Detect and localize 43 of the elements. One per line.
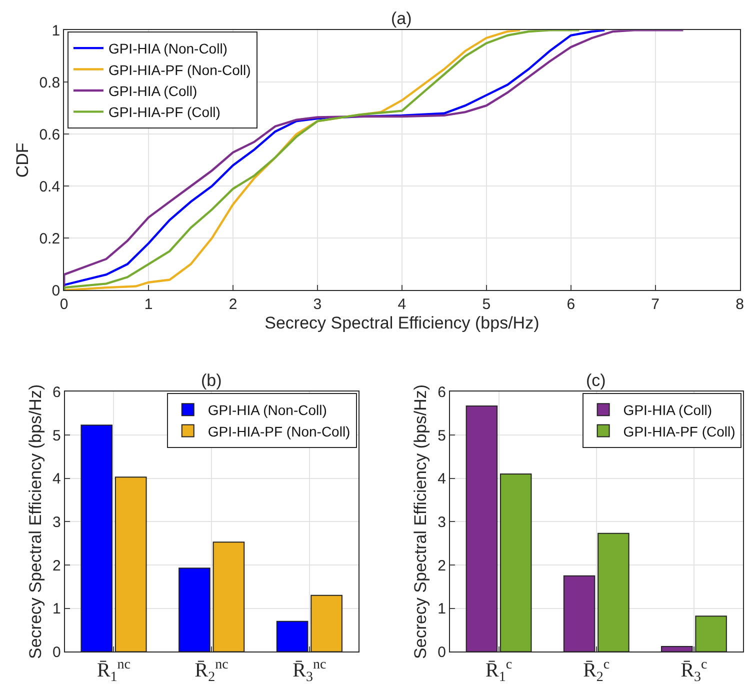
y-tick-label: 1 <box>438 600 446 618</box>
y-tick-label: 5 <box>438 427 446 444</box>
legend-label: GPI-HIA-PF (Coll) <box>108 104 220 120</box>
x-tick-label: 6 <box>566 296 576 314</box>
x-tick-label: 2 <box>228 296 238 314</box>
y-tick-label: 2 <box>52 557 61 574</box>
legend-label: GPI-HIA (Coll) <box>108 82 198 99</box>
y-tick-label: 4 <box>438 470 446 488</box>
y-tick-label: 0 <box>438 644 446 661</box>
legend-label: GPI-HIA-PF (Non-Coll) <box>208 423 350 440</box>
chart-title: (a) <box>391 9 412 28</box>
y-axis-title: CDF <box>12 142 32 178</box>
y-tick-label: 0.8 <box>39 74 60 92</box>
y-tick-label: 0 <box>52 644 61 661</box>
x-tick-label: 7 <box>651 296 660 314</box>
x-axis-title: Secrecy Spectral Efficiency (bps/Hz) <box>264 314 540 333</box>
x-tick-label: 8 <box>736 296 744 314</box>
y-tick-label: 5 <box>52 427 61 444</box>
y-tick-label: 0 <box>52 282 60 300</box>
chart-title: (c) <box>586 371 606 390</box>
y-tick-label: 3 <box>52 514 61 531</box>
x-tick-label: 1 <box>144 296 153 314</box>
y-axis-title: Secrecy Spectral Efficiency (bps/Hz) <box>411 384 430 660</box>
y-tick-label: 6 <box>438 384 446 401</box>
y-tick-label: 0.6 <box>39 126 60 144</box>
legend-label: GPI-HIA-PF (Non-Coll) <box>108 62 251 78</box>
chart-title: (b) <box>201 371 222 390</box>
legend-label: GPI-HIA (Non-Coll) <box>108 40 228 57</box>
y-tick-label: 0.4 <box>39 178 60 196</box>
x-tick-label: 5 <box>482 296 491 314</box>
y-tick-label: 1 <box>52 600 61 618</box>
legend-label: GPI-HIA (Coll) <box>623 402 712 418</box>
y-tick-label: 4 <box>52 470 61 488</box>
y-tick-label: 1 <box>52 22 60 40</box>
x-tick-label: 3 <box>313 296 322 314</box>
y-axis-title: Secrecy Spectral Efficiency (bps/Hz) <box>26 384 46 660</box>
y-tick-label: 6 <box>52 384 61 401</box>
y-tick-label: 0.2 <box>39 230 60 248</box>
y-tick-label: 3 <box>438 514 446 531</box>
y-tick-label: 2 <box>438 557 446 574</box>
x-tick-label: 4 <box>398 296 406 314</box>
legend-label: GPI-HIA-PF (Coll) <box>623 423 736 440</box>
legend-label: GPI-HIA (Non-Coll) <box>208 402 327 418</box>
